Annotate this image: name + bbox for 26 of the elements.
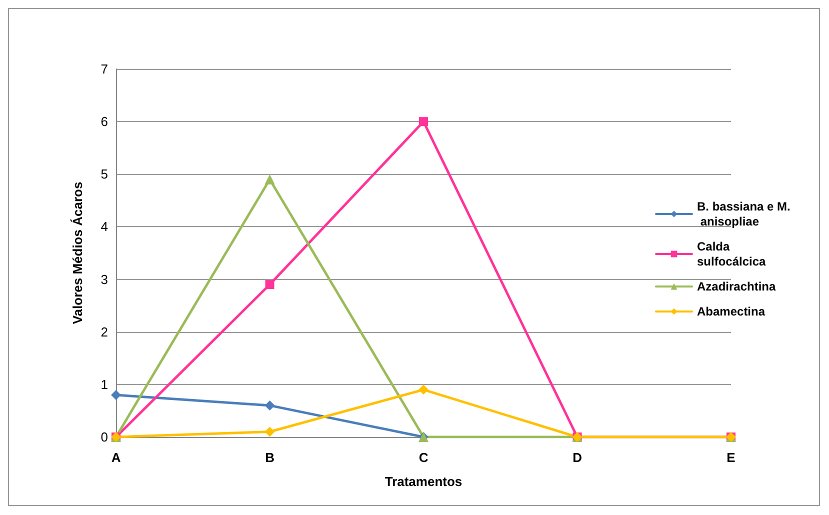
point <box>265 280 274 290</box>
y-tick-label: 3 <box>100 272 108 287</box>
y-tick-label: 2 <box>100 324 108 340</box>
y-axis-title: Valores Médios Ácaros <box>70 182 85 324</box>
x-tick-label: C <box>418 450 429 465</box>
y-tick-label: 7 <box>100 62 108 76</box>
point <box>264 426 275 437</box>
point <box>264 400 275 410</box>
x-tick-label: E <box>726 450 736 465</box>
point <box>264 174 275 184</box>
y-tick-label: 5 <box>100 166 108 182</box>
x-tick-label: A <box>111 450 122 465</box>
y-tick-label: 4 <box>100 219 108 234</box>
y-tick-label: 6 <box>100 114 108 130</box>
point <box>418 384 428 395</box>
legend-label: Abamectina <box>697 304 766 318</box>
y-tick-label: 0 <box>100 430 108 444</box>
x-tick-label: D <box>572 450 582 465</box>
x-axis-title: Tratamentos <box>384 474 462 489</box>
x-tick-label: B <box>265 450 274 465</box>
legend-label: B. bassiana e M. anisopliae <box>697 200 790 228</box>
point <box>419 117 428 126</box>
point <box>111 390 121 400</box>
legend-label: Azadirachtina <box>697 280 776 294</box>
legend-label: Calda sulfocálcica <box>697 240 766 268</box>
y-tick-label: 1 <box>100 376 108 392</box>
